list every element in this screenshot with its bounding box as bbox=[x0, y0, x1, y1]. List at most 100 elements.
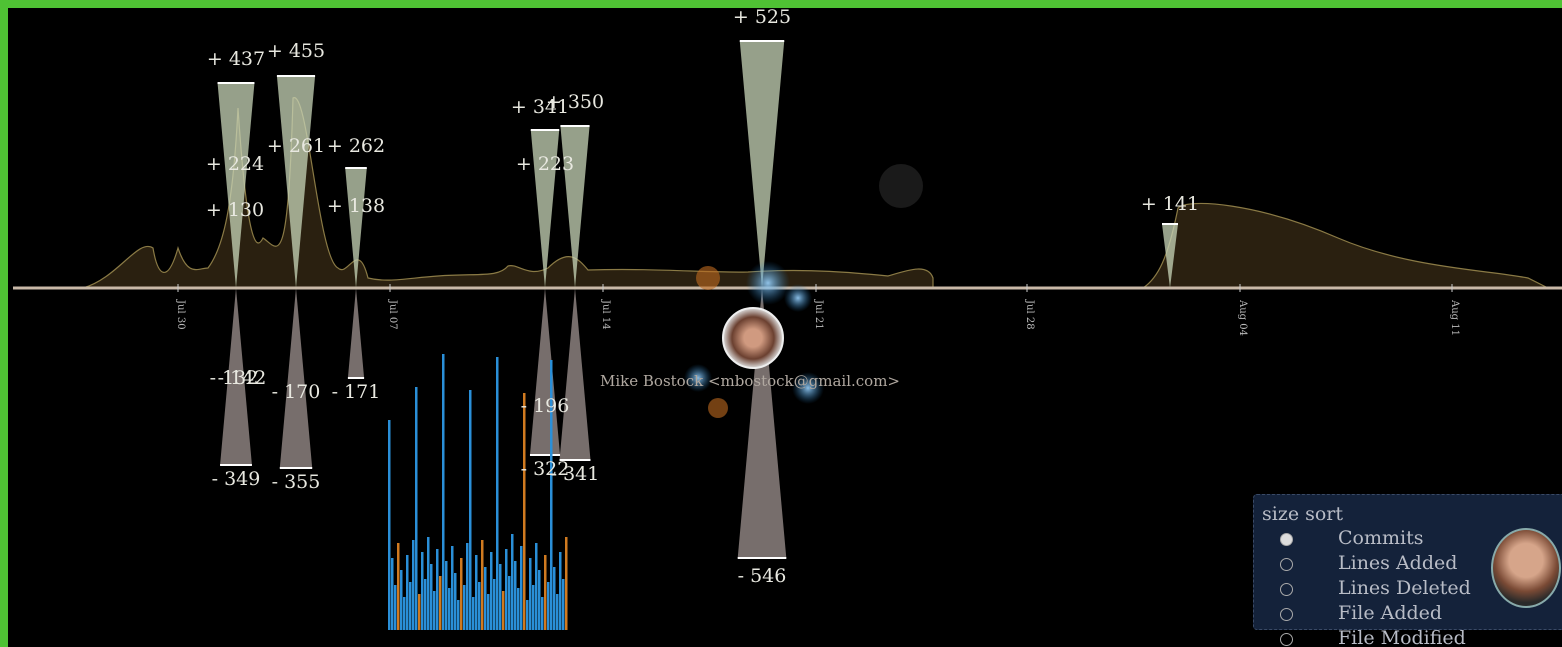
commit-bar bbox=[454, 573, 457, 630]
commit-bar bbox=[463, 585, 466, 630]
commit-bar bbox=[451, 546, 454, 630]
addition-label: + 130 bbox=[206, 199, 264, 221]
deletion-label: - 132 bbox=[210, 367, 259, 389]
commit-bar bbox=[499, 564, 502, 630]
commit-bar bbox=[517, 588, 520, 630]
commit-bar bbox=[550, 360, 553, 630]
commit-bar bbox=[511, 534, 514, 630]
addition-label: + 262 bbox=[327, 135, 385, 157]
commit-bar bbox=[502, 591, 505, 630]
sort-option[interactable]: Lines Deleted bbox=[1338, 577, 1471, 599]
addition-cone bbox=[217, 83, 255, 288]
deletion-label: - 196 bbox=[521, 395, 570, 417]
commit-bar bbox=[514, 561, 517, 630]
commit-bar bbox=[562, 579, 565, 630]
commit-bar bbox=[559, 552, 562, 630]
addition-cone bbox=[345, 168, 367, 288]
commit-bar bbox=[526, 600, 529, 630]
deletion-cone bbox=[347, 288, 365, 378]
commit-bar bbox=[388, 420, 391, 630]
addition-label: + 224 bbox=[206, 153, 264, 175]
commit-bar bbox=[460, 558, 463, 630]
addition-label: + 223 bbox=[516, 153, 574, 175]
sort-radio[interactable] bbox=[1280, 608, 1293, 621]
deletion-cone bbox=[737, 288, 787, 558]
commit-bar bbox=[538, 570, 541, 630]
commit-bar bbox=[448, 588, 451, 630]
commit-bar bbox=[445, 561, 448, 630]
addition-label: + 525 bbox=[733, 8, 791, 28]
addition-cone bbox=[276, 76, 316, 288]
visualization: Mike Bostock <mbostock@gmail.com> Jul 30… bbox=[8, 8, 1562, 647]
deletion-cone bbox=[529, 288, 561, 455]
commit-bar bbox=[397, 543, 400, 630]
commit-bar bbox=[406, 555, 409, 630]
addition-cone bbox=[739, 41, 785, 288]
date-label: Jul 21 bbox=[813, 299, 824, 330]
commit-bar bbox=[556, 594, 559, 630]
commit-bar bbox=[409, 582, 412, 630]
commit-bar bbox=[415, 387, 418, 630]
sort-radio[interactable] bbox=[1280, 533, 1293, 546]
sort-option[interactable]: Lines Added bbox=[1338, 552, 1458, 574]
sort-radio[interactable] bbox=[1280, 633, 1293, 646]
commit-bar bbox=[544, 555, 547, 630]
author-glow bbox=[684, 164, 923, 418]
panel-title: size sort bbox=[1262, 503, 1344, 525]
commit-bar bbox=[478, 582, 481, 630]
date-label: Jul 28 bbox=[1024, 299, 1035, 330]
commit-bar bbox=[532, 585, 535, 630]
commit-bar bbox=[496, 357, 499, 630]
sort-option[interactable]: File Modified bbox=[1338, 627, 1466, 647]
commit-bar bbox=[508, 576, 511, 630]
commit-bar bbox=[466, 543, 469, 630]
commit-bar bbox=[442, 354, 445, 630]
commit-bar bbox=[541, 597, 544, 630]
addition-cone bbox=[530, 130, 560, 288]
commit-bar bbox=[400, 570, 403, 630]
date-label: Jul 07 bbox=[387, 299, 398, 330]
commit-bar bbox=[403, 597, 406, 630]
commit-bar bbox=[394, 585, 397, 630]
commit-bar bbox=[484, 567, 487, 630]
commit-bar bbox=[469, 390, 472, 630]
commit-bar bbox=[535, 543, 538, 630]
commit-bar bbox=[457, 600, 460, 630]
deletion-label: - 546 bbox=[738, 565, 787, 587]
author-label: Mike Bostock <mbostock@gmail.com> bbox=[600, 372, 900, 390]
commit-bar bbox=[490, 552, 493, 630]
commit-bar bbox=[487, 594, 490, 630]
addition-cone bbox=[1162, 224, 1178, 288]
deletion-label: - 349 bbox=[212, 468, 261, 490]
deletion-label: - 355 bbox=[272, 471, 321, 493]
sort-option[interactable]: Commits bbox=[1338, 527, 1424, 549]
addition-label: + 341 bbox=[511, 96, 569, 118]
commit-bar bbox=[505, 549, 508, 630]
addition-label: + 141 bbox=[1141, 193, 1199, 215]
commit-bar bbox=[481, 540, 484, 630]
commit-bar bbox=[433, 591, 436, 630]
addition-label: + 261 bbox=[267, 135, 325, 157]
author-avatar bbox=[1491, 528, 1561, 608]
commit-bar bbox=[412, 540, 415, 630]
commit-bar bbox=[529, 558, 532, 630]
date-label: Jul 30 bbox=[175, 299, 186, 330]
sort-option[interactable]: File Added bbox=[1338, 602, 1443, 624]
commit-bar bbox=[475, 555, 478, 630]
commit-bar bbox=[472, 597, 475, 630]
addition-label: + 350 bbox=[546, 91, 604, 113]
deletion-cone bbox=[559, 288, 591, 460]
sort-panel: size sort Commits Lines Added Lines Delete… bbox=[1253, 494, 1562, 647]
timeline: Mike Bostock <mbostock@gmail.com> Jul 30… bbox=[13, 8, 1562, 630]
commit-bar bbox=[547, 582, 550, 630]
deletion-label: - 142 bbox=[218, 367, 267, 389]
commit-bar bbox=[553, 567, 556, 630]
activity-area bbox=[82, 97, 1549, 289]
commit-bar bbox=[430, 564, 433, 630]
sort-radio[interactable] bbox=[1280, 558, 1293, 571]
addition-cone bbox=[560, 126, 590, 288]
deletion-label: - 170 bbox=[272, 381, 321, 403]
sort-radio[interactable] bbox=[1280, 583, 1293, 596]
deletion-cone bbox=[279, 288, 313, 468]
commit-bar bbox=[418, 594, 421, 630]
